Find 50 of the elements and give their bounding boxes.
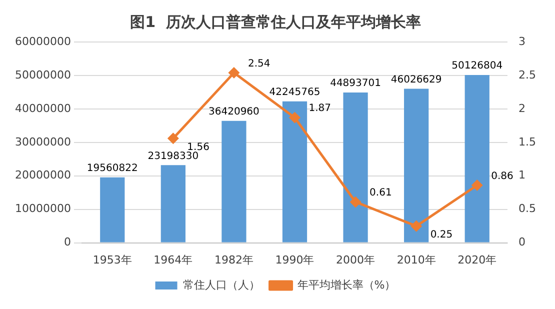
y-tick-label: 60000000 [14, 34, 71, 48]
data-label: 0.86 [491, 170, 514, 182]
x-tick-label: 1982年 [214, 253, 254, 266]
point [472, 180, 482, 190]
data-label: 0.61 [370, 188, 392, 199]
y2-tick-label: 2 [518, 102, 526, 115]
x-tick-label: 1953年 [92, 253, 132, 266]
bar [160, 165, 186, 242]
bar [282, 101, 308, 242]
bar [100, 177, 125, 242]
point [411, 220, 422, 232]
data-label: 46026629 [390, 74, 442, 86]
data-label: 2.54 [248, 58, 270, 70]
y2-tick-label: 0.5 [518, 202, 536, 216]
y-tick-label: 10000000 [14, 202, 71, 216]
data-label: 1.87 [308, 103, 332, 114]
legend-label: 年平均增长率（%） [297, 278, 396, 292]
data-label: 44893701 [330, 78, 381, 90]
data-label: 50126804 [452, 60, 503, 72]
y2-tick-label: 1 [518, 168, 526, 182]
data-label: 1.56 [187, 142, 210, 153]
y-tick-label: 30000000 [14, 135, 71, 148]
data-label: 0.25 [430, 230, 453, 241]
x-tick-label: 1990年 [275, 253, 314, 266]
y2-tick-label: 2.5 [518, 68, 536, 82]
bar [343, 92, 368, 242]
point [350, 196, 361, 208]
chart-title: 图1 历次人口普查常住人口及年平均增长率 [130, 12, 421, 31]
y-tick-label: 40000000 [14, 102, 71, 115]
bar [404, 88, 429, 242]
bar [222, 120, 246, 242]
y-tick-label: 0 [64, 236, 71, 249]
y2-tick-label: 3 [518, 34, 526, 48]
y-tick-label: 20000000 [14, 168, 71, 182]
x-tick-label: 2000年 [336, 253, 376, 266]
x-tick-label: 2010年 [396, 253, 436, 266]
legend-label: 常住人口（人） [182, 278, 260, 292]
point [168, 133, 178, 144]
x-tick-label: 2020年 [458, 253, 497, 266]
data-label: 19560822 [86, 162, 138, 174]
bar [464, 75, 490, 242]
x-tick-label: 1964年 [154, 253, 193, 266]
point [228, 68, 240, 78]
y-tick-label: 50000000 [14, 68, 71, 82]
point [290, 112, 300, 123]
data-label: 23198330 [148, 150, 199, 162]
y2-tick-label: 1.5 [518, 135, 536, 148]
y2-tick-label: 0 [518, 236, 526, 249]
data-label: 42245765 [269, 87, 320, 98]
data-label: 36420960 [208, 106, 260, 118]
